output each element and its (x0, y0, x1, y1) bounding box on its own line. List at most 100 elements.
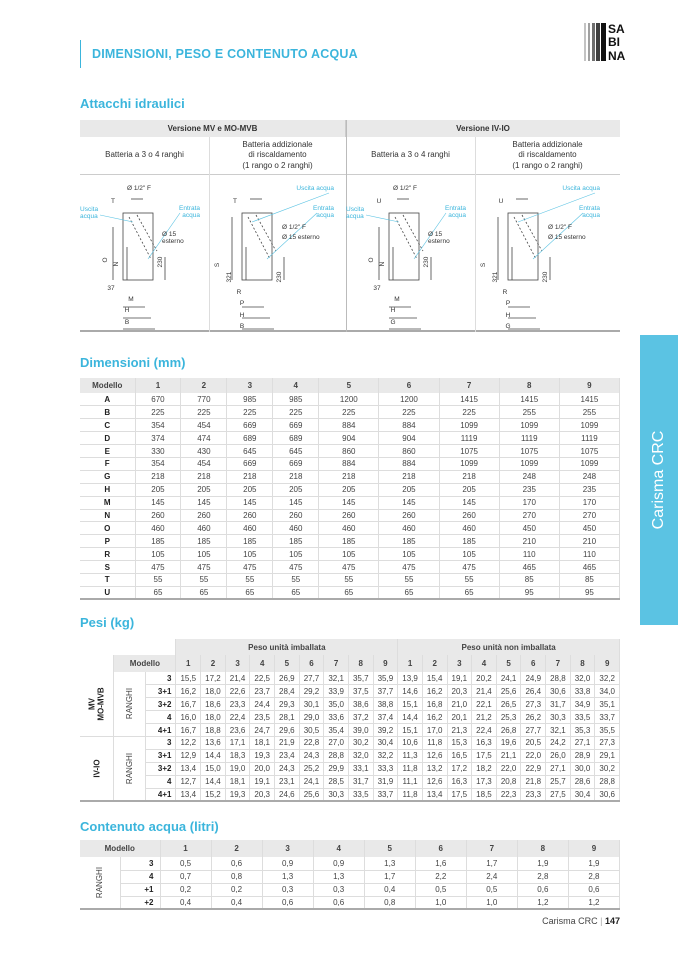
table-cell: 33,7 (594, 710, 620, 725)
svg-text:BI: BI (608, 35, 620, 49)
table-cell: 248 (559, 470, 621, 484)
column-header: 3 (225, 655, 251, 672)
table-cell: 22,9 (520, 762, 547, 776)
table-cell: 0,2 (160, 883, 212, 897)
table-cell: 1,0 (415, 896, 467, 910)
table-cell: 0,9 (262, 857, 314, 871)
table-cell: 904 (378, 431, 440, 446)
column-header: 1 (397, 655, 423, 672)
table-cell: 218 (226, 470, 274, 484)
col-header: Batteria a 3 o 4 ranghi (346, 137, 475, 175)
table-cell: 65 (135, 586, 182, 600)
table-cell: 465 (559, 560, 621, 574)
table-cell: 170 (559, 496, 621, 510)
table-cell: 0,6 (211, 857, 263, 871)
row-label: 3 (120, 857, 161, 871)
table-cell: 17,1 (225, 736, 251, 750)
table-cell: 22,3 (496, 788, 522, 802)
table-cell: 55 (180, 573, 228, 587)
diagram-label: Ø 1/2" F (282, 224, 306, 231)
column-header: 2 (180, 378, 228, 393)
column-header: 5 (364, 840, 416, 857)
table-row: C 354 454 669 669 884 884 1099 1099 1099 (80, 418, 621, 433)
column-header: 6 (520, 655, 547, 672)
table-cell: 35,1 (594, 697, 620, 712)
table-cell: 0,4 (160, 896, 212, 910)
table-cell: 465 (499, 560, 560, 574)
diagram-label: M (394, 296, 399, 303)
table-row: M 145 145 145 145 145 145 145 170 170 (80, 496, 621, 510)
column-header: 9 (594, 655, 620, 672)
column-header: 8 (499, 378, 560, 393)
table-cell: 669 (272, 418, 320, 433)
table-cell: 33,9 (323, 684, 349, 699)
diagram-label: S (214, 262, 221, 267)
row-label: B (80, 405, 136, 420)
table-cell: 185 (180, 534, 228, 549)
table-cell: 30,5 (299, 723, 325, 737)
diagram-label: esterno (428, 238, 450, 245)
table-cell: 16,5 (447, 749, 473, 763)
table-cell: 31,7 (545, 697, 571, 712)
table-cell: 1099 (439, 457, 500, 471)
table-cell: 21,4 (225, 672, 251, 686)
table-cell: 770 (180, 393, 228, 407)
column-header: 9 (373, 655, 399, 672)
table-cell: 33,5 (570, 710, 596, 725)
table-cell: 35,9 (373, 672, 399, 686)
table-cell: 39,0 (348, 723, 374, 737)
diagram-label: H (240, 312, 245, 319)
table-cell: 1099 (499, 418, 560, 433)
column-header: 5 (318, 378, 380, 393)
table-cell: 32,1 (545, 723, 571, 737)
ranghi-label: RANGHI (95, 866, 105, 899)
table-cell: 28,9 (570, 749, 596, 763)
table-cell: 11,1 (397, 775, 423, 789)
table-cell: 30,3 (323, 788, 349, 802)
table-cell: 25,6 (496, 684, 522, 699)
table-cell: 218 (135, 470, 182, 484)
row-label: F (80, 457, 136, 471)
diagram-label: G (505, 323, 510, 330)
diagram-label: N (113, 261, 120, 266)
table-cell: 33,8 (570, 684, 596, 699)
table-cell: 235 (499, 483, 560, 497)
table-cell: 145 (135, 496, 182, 510)
table-cell: 1075 (499, 444, 560, 458)
table-cell: 2,4 (466, 870, 518, 884)
table-cell: 24,6 (274, 788, 300, 802)
table-cell: 27,1 (570, 736, 596, 750)
table-cell: 270 (559, 509, 621, 523)
diagram-label: O (368, 257, 375, 262)
table-cell: 13,9 (397, 672, 423, 686)
table-cell: 65 (226, 586, 274, 600)
table-cell: 28,1 (274, 710, 300, 725)
column-header: 9 (559, 378, 621, 393)
table-cell: 21,1 (496, 749, 522, 763)
row-label: N (80, 509, 136, 523)
table-cell: 15,4 (422, 672, 448, 686)
dimensions-table: Modello 1 2 3 4 5 6 7 8 9 A 670 770 985 985 1200 1200 141… (80, 378, 621, 601)
table-row: F 354 454 669 669 884 884 1099 1099 1099 (80, 457, 621, 471)
table-cell: 30,1 (299, 697, 325, 712)
table-cell: 10,6 (397, 736, 423, 750)
table-row: T 55 55 55 55 55 55 55 85 85 (80, 573, 621, 587)
table-row: N 260 260 260 260 260 260 260 270 270 (80, 509, 621, 523)
table-cell: 185 (378, 534, 440, 549)
table-cell: 20,0 (249, 762, 276, 776)
table-cell: 22,0 (496, 762, 522, 776)
table-cell: 15,1 (397, 723, 423, 737)
table-cell: 22,1 (471, 697, 497, 712)
table-cell: 105 (272, 547, 320, 562)
diagram-label: M (128, 296, 133, 303)
table-cell: 145 (180, 496, 228, 510)
table-cell: 218 (378, 470, 440, 484)
table-cell: 22,6 (225, 684, 251, 699)
diagram-label: P (506, 300, 510, 307)
table-cell: 185 (226, 534, 274, 549)
row-label: O (80, 521, 136, 536)
table-cell: 1415 (439, 393, 500, 407)
table-cell: 26,0 (545, 749, 571, 763)
group-label: MV MO-MVB (87, 687, 106, 721)
table-cell: 22,4 (225, 710, 251, 725)
